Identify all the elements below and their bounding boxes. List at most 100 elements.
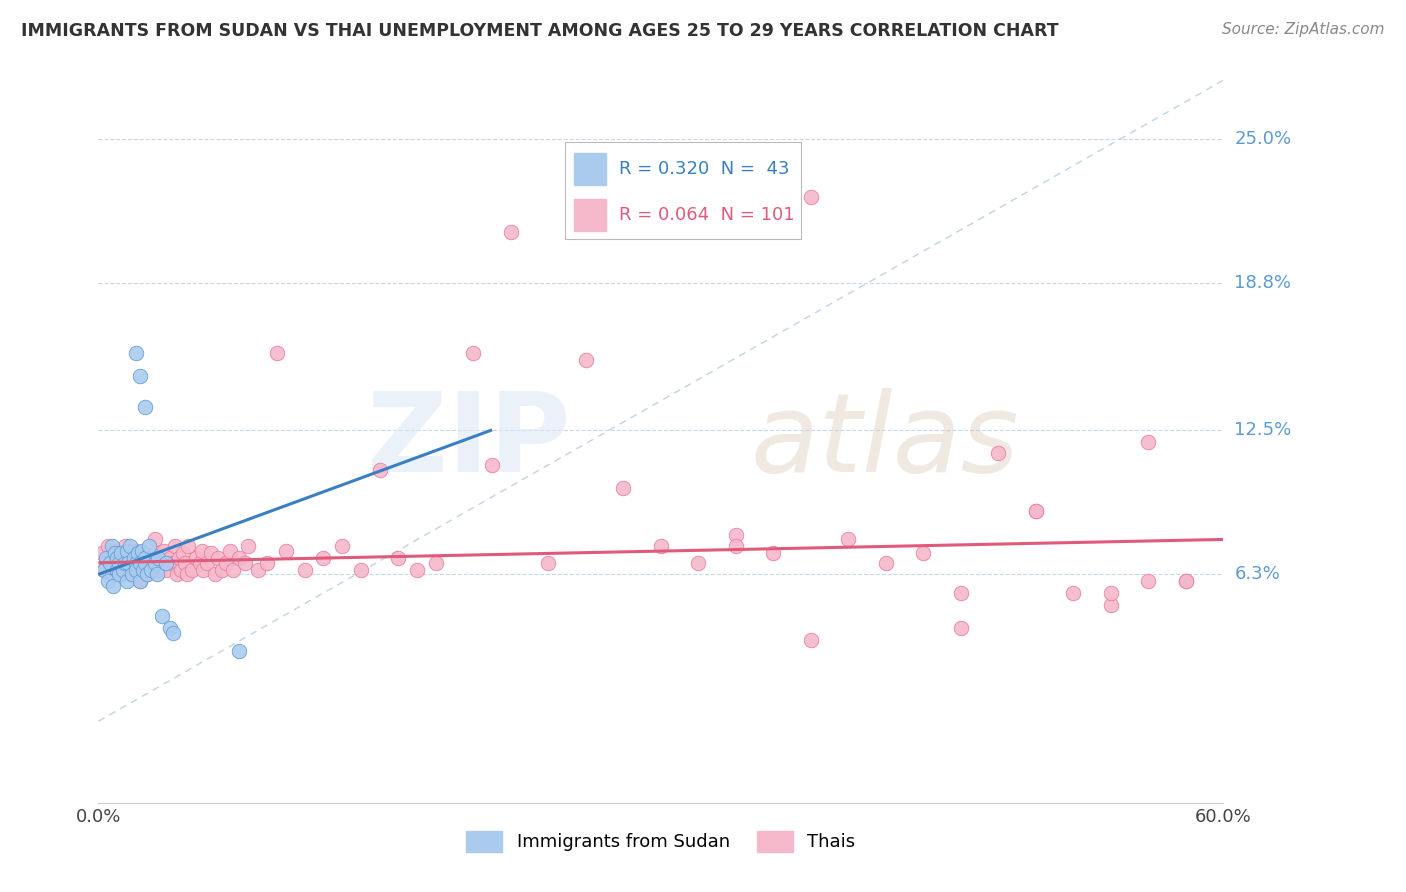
Point (134, 556, 156, 570)
Point (193, 563, 215, 577)
Point (481, 458, 503, 472)
Point (800, 632, 823, 647)
Point (875, 556, 897, 570)
Bar (574, 153, 606, 186)
Point (159, 621, 181, 635)
Point (724, 528, 747, 542)
Point (195, 556, 218, 570)
Point (387, 551, 409, 566)
Point (172, 546, 194, 560)
Point (108, 556, 131, 570)
Point (143, 546, 166, 560)
Point (136, 567, 159, 582)
Point (100, 551, 122, 566)
Point (222, 563, 245, 577)
Point (204, 567, 226, 582)
Point (949, 586, 972, 600)
Point (122, 556, 145, 570)
Point (108, 567, 131, 582)
Point (162, 625, 184, 640)
Point (912, 546, 935, 560)
Point (139, 563, 162, 577)
Point (162, 556, 184, 570)
Point (155, 556, 177, 570)
Point (330, 540, 353, 554)
Point (211, 563, 233, 577)
Point (115, 563, 138, 577)
Point (173, 556, 195, 570)
Point (134, 400, 156, 414)
Point (200, 546, 222, 560)
Point (1025, 504, 1047, 518)
Point (105, 546, 128, 560)
Point (131, 544, 153, 558)
Point (149, 556, 172, 570)
Point (115, 556, 138, 570)
Point (1099, 586, 1122, 600)
Point (207, 551, 229, 566)
Point (127, 556, 149, 570)
Point (128, 574, 150, 589)
Point (425, 556, 447, 570)
FancyBboxPatch shape (565, 142, 801, 239)
Point (463, 346, 485, 360)
Point (91, 546, 114, 560)
Point (688, 556, 710, 570)
Point (111, 563, 134, 577)
Point (650, 540, 672, 554)
Point (762, 546, 785, 560)
Point (125, 556, 148, 570)
Point (190, 544, 212, 558)
Point (800, 190, 823, 204)
Point (181, 563, 204, 577)
Bar (574, 199, 606, 231)
Point (110, 567, 132, 582)
Point (125, 544, 148, 558)
Point (117, 556, 139, 570)
Point (238, 540, 260, 554)
Point (93, 563, 115, 577)
Point (148, 551, 170, 566)
Point (294, 563, 316, 577)
Point (350, 563, 373, 577)
Point (98, 567, 121, 582)
Point (228, 551, 250, 566)
Point (97, 540, 120, 554)
Point (132, 563, 155, 577)
Point (143, 533, 166, 547)
Legend: Immigrants from Sudan, Thais: Immigrants from Sudan, Thais (458, 823, 863, 859)
Text: atlas: atlas (751, 388, 1019, 495)
Point (115, 544, 138, 558)
Point (103, 556, 125, 570)
Point (177, 540, 200, 554)
Text: 25.0%: 25.0% (1234, 129, 1292, 147)
Text: R = 0.064  N = 101: R = 0.064 N = 101 (619, 206, 794, 224)
Point (368, 462, 391, 476)
Point (145, 567, 167, 582)
Point (125, 346, 148, 360)
Point (143, 556, 166, 570)
Point (128, 574, 150, 589)
Point (117, 546, 139, 560)
Point (949, 621, 972, 635)
Point (114, 540, 136, 554)
Text: R = 0.320  N =  43: R = 0.320 N = 43 (619, 160, 790, 178)
Point (1025, 504, 1047, 518)
Point (256, 556, 278, 570)
Point (312, 551, 335, 566)
Point (127, 546, 149, 560)
Point (1137, 574, 1160, 589)
Point (105, 551, 128, 566)
Point (111, 551, 134, 566)
Point (246, 563, 269, 577)
Point (134, 551, 156, 566)
Point (837, 533, 859, 547)
Point (139, 563, 162, 577)
Point (110, 546, 132, 560)
Point (166, 567, 188, 582)
Point (218, 544, 240, 558)
Point (128, 556, 150, 570)
Point (274, 544, 297, 558)
Text: 12.5%: 12.5% (1234, 421, 1292, 439)
Point (103, 579, 125, 593)
